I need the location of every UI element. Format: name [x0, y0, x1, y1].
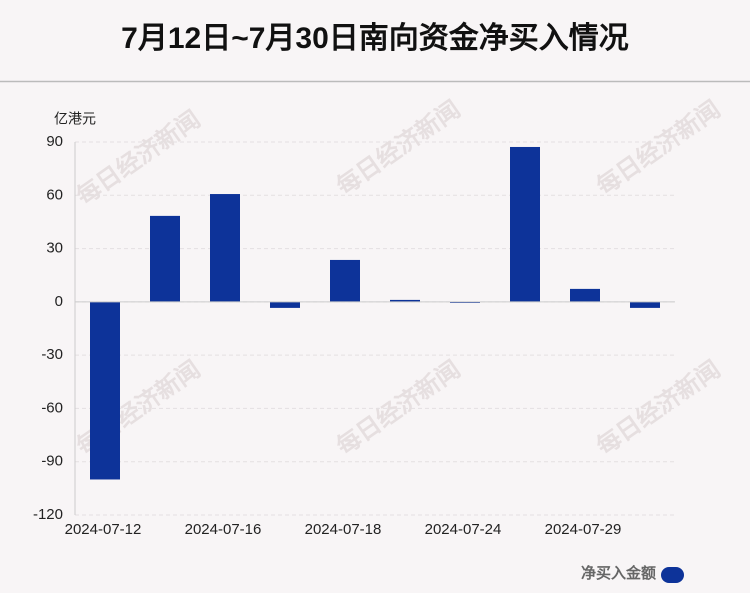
legend-label: 净买入金额 [581, 564, 656, 582]
x-tick-label: 2024-07-24 [425, 521, 502, 538]
chart-title: 7月12日~7月30日南向资金净买入情况 [121, 21, 629, 55]
x-tick-label: 2024-07-18 [305, 521, 382, 538]
bar [570, 288, 600, 302]
y-tick-label: -120 [33, 506, 63, 523]
watermark: 每日经济新闻 [331, 355, 465, 461]
bar [630, 301, 660, 308]
x-tick-label: 2024-07-16 [185, 521, 262, 538]
bar [210, 194, 240, 302]
bar [510, 146, 540, 302]
watermark: 每日经济新闻 [331, 95, 465, 201]
x-tick-label: 2024-07-12 [65, 521, 142, 538]
bar [150, 215, 180, 302]
y-tick-label: -30 [41, 346, 63, 363]
y-tick-label: 60 [46, 186, 63, 203]
bar [90, 301, 120, 480]
bar [330, 259, 360, 302]
watermark: 每日经济新闻 [591, 355, 725, 461]
x-tick-label: 2024-07-29 [545, 521, 622, 538]
y-tick-label: 90 [46, 133, 63, 150]
bar [270, 301, 300, 308]
legend-swatch [661, 567, 684, 583]
bar [450, 301, 480, 303]
bar [390, 299, 420, 302]
y-tick-label: 30 [46, 240, 63, 257]
y-unit: 亿港元 [54, 111, 96, 127]
watermark: 每日经济新闻 [591, 95, 725, 201]
y-tick-label: -90 [41, 453, 63, 470]
y-tick-label: -60 [41, 399, 63, 416]
y-tick-label: 0 [55, 293, 63, 310]
